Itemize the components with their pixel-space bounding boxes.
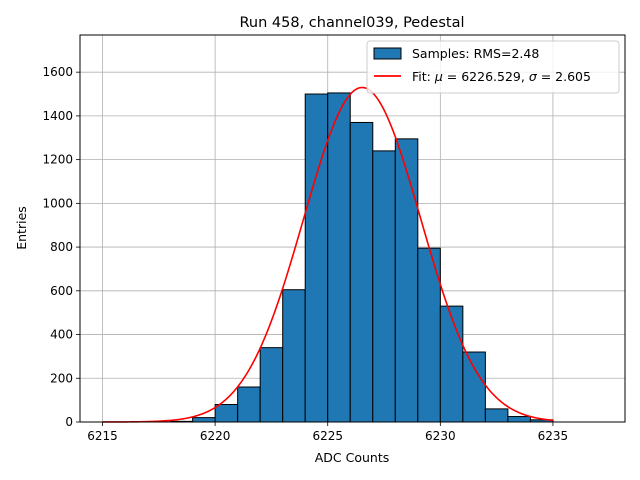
chart-title: Run 458, channel039, Pedestal bbox=[239, 15, 464, 31]
x-axis: 6215 6220 6225 6230 6235 bbox=[87, 422, 568, 443]
legend-fit-prefix: Fit: bbox=[412, 69, 435, 84]
histogram-bar bbox=[214, 404, 239, 423]
legend-fit-mu-symbol: μ bbox=[434, 69, 443, 84]
y-tick-label: 1600 bbox=[42, 65, 73, 79]
y-tick-label: 400 bbox=[50, 328, 73, 342]
legend: Samples: RMS=2.48 Fit: μ = 6226.529, σ =… bbox=[366, 40, 620, 94]
histogram-bar bbox=[394, 138, 419, 423]
histogram-bar bbox=[304, 93, 329, 423]
y-tick-label: 200 bbox=[50, 371, 73, 385]
y-tick-label: 1400 bbox=[42, 109, 73, 123]
histogram-bar bbox=[372, 150, 396, 423]
y-tick-label: 1200 bbox=[42, 153, 73, 167]
x-tick-label: 6220 bbox=[200, 429, 231, 443]
histogram-bar bbox=[237, 386, 261, 423]
legend-fit-sigma-value: = 2.605 bbox=[537, 69, 591, 84]
legend-fit-sigma-symbol: σ bbox=[529, 69, 538, 84]
legend-hist-swatch bbox=[373, 47, 402, 60]
fit-curve bbox=[102, 86, 554, 423]
y-axis-label: Entries bbox=[14, 206, 29, 250]
legend-hist-label: Samples: RMS=2.48 bbox=[412, 46, 539, 61]
plot-frame bbox=[79, 34, 626, 423]
x-tick-label: 6225 bbox=[312, 429, 343, 443]
x-tick-label: 6230 bbox=[425, 429, 456, 443]
histogram-bar bbox=[327, 92, 351, 423]
legend-box bbox=[366, 40, 620, 94]
y-axis: 0 200 400 600 800 1000 1200 1400 1600 bbox=[42, 65, 80, 429]
x-tick-label: 6215 bbox=[87, 429, 118, 443]
y-tick-label: 600 bbox=[50, 284, 73, 298]
legend-fit-label: Fit: μ = 6226.529, σ = 2.605 bbox=[412, 69, 591, 84]
histogram-bar bbox=[349, 121, 374, 423]
histogram-bar bbox=[462, 351, 486, 423]
legend-fit-mu-value: = 6226.529, bbox=[443, 69, 529, 84]
histogram-bars bbox=[169, 92, 554, 423]
x-axis-label: ADC Counts bbox=[315, 450, 390, 465]
x-tick-label: 6235 bbox=[538, 429, 569, 443]
y-tick-label: 1000 bbox=[42, 196, 73, 210]
histogram-bar bbox=[282, 289, 306, 423]
y-tick-label: 800 bbox=[50, 240, 73, 254]
histogram-bar bbox=[259, 347, 284, 423]
histogram-bar bbox=[507, 416, 531, 423]
y-tick-label: 0 bbox=[65, 415, 73, 429]
histogram-bar bbox=[192, 417, 216, 423]
histogram-bar bbox=[439, 305, 464, 423]
histogram-bar bbox=[484, 408, 509, 423]
